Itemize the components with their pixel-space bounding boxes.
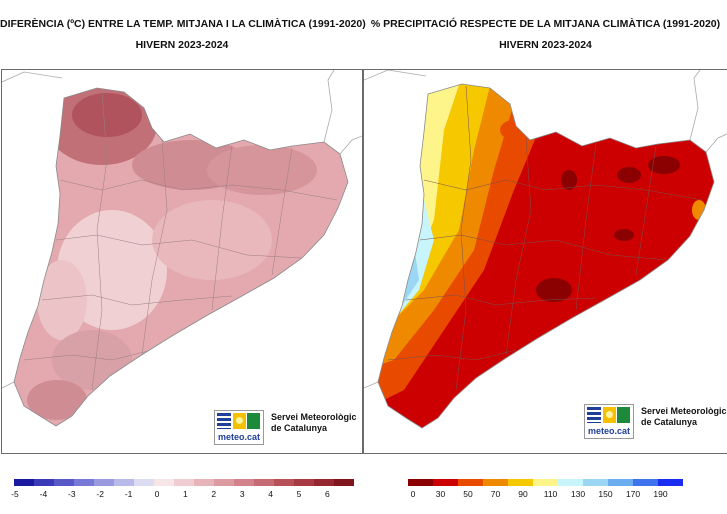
- meteocat-logo-left: meteo.cat Servei Meteorològic de Catalun…: [214, 410, 357, 445]
- legend-swatch: [433, 479, 458, 486]
- legend-swatch: [194, 479, 214, 486]
- legend-swatch: [154, 479, 174, 486]
- legend-swatch: [74, 479, 94, 486]
- precipitation-legend-ticks: 0 30 50 70 90 110 130 150 170 190: [408, 489, 683, 501]
- legend-swatch: [334, 479, 354, 486]
- legend-tick-label: 4: [268, 489, 273, 499]
- legend-tick-label: -4: [39, 489, 48, 499]
- precipitation-color-legend: [408, 479, 683, 486]
- legend-tick-label: 90: [518, 489, 528, 499]
- temperature-legend-ticks: -5 -4 -3 -2 -1 0 1 2 3 4 5 6: [11, 489, 354, 501]
- legend-tick-label: 0: [410, 489, 416, 499]
- legend-tick-label: -1: [124, 489, 133, 499]
- legend-swatch: [608, 479, 633, 486]
- legend-swatch: [54, 479, 74, 486]
- legend-swatch: [408, 479, 433, 486]
- logo-brand-text: meteo.cat: [587, 426, 631, 436]
- logo-brand-text: meteo.cat: [217, 432, 261, 442]
- legend-swatch: [483, 479, 508, 486]
- legend-swatch: [558, 479, 583, 486]
- legend-swatch: [214, 479, 234, 486]
- legend-tick-label: 1: [183, 489, 188, 499]
- logo-line-2: de Catalunya: [641, 417, 698, 427]
- sun-icon: [233, 413, 246, 429]
- legend-tick-label: 2: [211, 489, 217, 499]
- legend-swatch: [508, 479, 533, 486]
- legend-tick-label: 130: [570, 489, 586, 499]
- legend-swatch: [314, 479, 334, 486]
- legend-tick-label: 150: [598, 489, 613, 499]
- logo-line-1: Servei Meteorològic: [271, 412, 357, 422]
- temperature-anomaly-map: meteo.cat Servei Meteorològic de Catalun…: [1, 69, 363, 454]
- logo-line-2: de Catalunya: [271, 423, 328, 433]
- temperature-map-graphic: [2, 70, 362, 427]
- legend-swatch: [458, 479, 483, 486]
- legend-swatch: [234, 479, 254, 486]
- legend-tick-label: -2: [96, 489, 104, 499]
- legend-tick-label: 70: [490, 489, 501, 499]
- legend-tick-label: 6: [325, 489, 330, 499]
- meteocat-logo-right: meteo.cat Servei Meteorològic de Catalun…: [584, 404, 727, 439]
- legend-swatch: [114, 479, 134, 486]
- left-map-subtitle: HIVERN 2023-2024: [135, 39, 229, 51]
- legend-tick-label: 170: [625, 489, 641, 499]
- right-map-subtitle: HIVERN 2023-2024: [499, 39, 592, 51]
- precipitation-map-graphic: [364, 70, 727, 429]
- left-map-title: DIFERÈNCIA (ºC) ENTRE LA TEMP. MITJANA I…: [0, 18, 366, 30]
- legend-swatch: [14, 479, 34, 486]
- logo-line-1: Servei Meteorològic: [641, 406, 727, 416]
- legend-swatch: [94, 479, 114, 486]
- legend-swatch: [533, 479, 558, 486]
- temperature-color-legend: [14, 479, 354, 486]
- legend-tick-label: -5: [11, 489, 19, 499]
- legend-swatch: [274, 479, 294, 486]
- legend-swatch: [134, 479, 154, 486]
- sun-icon: [603, 407, 616, 423]
- legend-swatch: [174, 479, 194, 486]
- legend-swatch: [658, 479, 683, 486]
- precipitation-percent-map: meteo.cat Servei Meteorològic de Catalun…: [363, 69, 727, 454]
- legend-swatch: [254, 479, 274, 486]
- leaf-icon: [247, 413, 260, 429]
- legend-swatch: [294, 479, 314, 486]
- meteocat-logo-mark: meteo.cat: [214, 410, 264, 445]
- legend-swatch: [583, 479, 608, 486]
- leaf-icon: [617, 407, 630, 423]
- legend-tick-label: 50: [463, 489, 473, 499]
- legend-swatch: [34, 479, 54, 486]
- legend-tick-label: -3: [68, 489, 76, 499]
- legend-tick-label: 3: [239, 489, 245, 499]
- legend-swatch: [633, 479, 658, 486]
- legend-tick-label: 5: [296, 489, 302, 499]
- right-map-title: % PRECIPITACIÓ RESPECTE DE LA MITJANA CL…: [370, 18, 721, 30]
- legend-tick-label: 190: [653, 489, 668, 499]
- legend-tick-label: 0: [154, 489, 160, 499]
- meteocat-logo-mark: meteo.cat: [584, 404, 634, 439]
- legend-tick-label: 110: [543, 489, 558, 499]
- legend-tick-label: 30: [435, 489, 446, 499]
